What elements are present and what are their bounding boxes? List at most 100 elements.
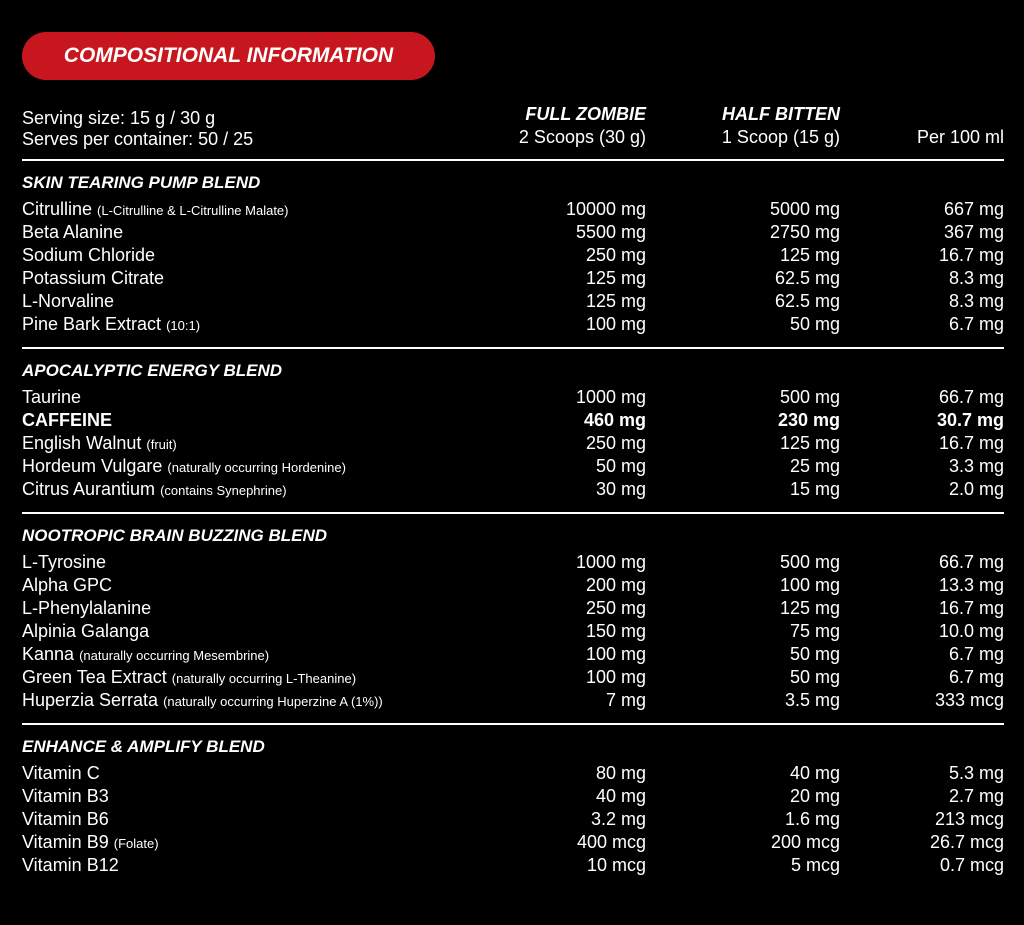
row-value: 230 mg bbox=[777, 410, 840, 430]
row-value: 125 mg bbox=[585, 268, 646, 288]
row-value: 8.3 mg bbox=[948, 268, 1004, 288]
row-value: 125 mg bbox=[779, 598, 840, 618]
row-value: 62.5 mg bbox=[774, 291, 840, 311]
row-value: 460 mg bbox=[583, 410, 646, 430]
row-value: 5000 mg bbox=[769, 199, 840, 219]
row-value: 25 mg bbox=[789, 456, 840, 476]
row-value: 62.5 mg bbox=[774, 268, 840, 288]
row-note: (naturally occurring Mesembrine) bbox=[79, 648, 270, 663]
row-value: 30.7 mg bbox=[936, 410, 1004, 430]
row-value: 3.3 mg bbox=[948, 456, 1004, 476]
column-title: HALF BITTEN bbox=[722, 104, 840, 124]
row-value: 50 mg bbox=[595, 456, 646, 476]
row-value: 6.7 mg bbox=[948, 314, 1004, 334]
row-name: Hordeum Vulgare (naturally occurring Hor… bbox=[22, 456, 346, 476]
row-value: 1000 mg bbox=[575, 387, 646, 407]
row-value: 75 mg bbox=[789, 621, 840, 641]
row-value: 5.3 mg bbox=[948, 763, 1004, 783]
row-value: 13.3 mg bbox=[938, 575, 1004, 595]
row-value: 400 mcg bbox=[576, 832, 646, 852]
separator bbox=[22, 512, 1004, 514]
row-note: (10:1) bbox=[166, 318, 201, 333]
column-sub: Per 100 ml bbox=[916, 127, 1004, 147]
row-name: L-Norvaline bbox=[22, 291, 115, 311]
row-value: 10000 mg bbox=[565, 199, 646, 219]
row-note: (L-Citrulline & L-Citrulline Malate) bbox=[97, 203, 289, 218]
row-value: 26.7 mcg bbox=[929, 832, 1004, 852]
row-value: 15 mg bbox=[789, 479, 840, 499]
section-title: SKIN TEARING PUMP BLEND bbox=[22, 173, 261, 192]
row-name: English Walnut (fruit) bbox=[22, 433, 177, 453]
row-value: 10 mcg bbox=[586, 855, 646, 875]
row-value: 200 mcg bbox=[770, 832, 840, 852]
column-title: FULL ZOMBIE bbox=[525, 104, 646, 124]
row-value: 100 mg bbox=[585, 667, 646, 687]
row-name: Citrus Aurantium (contains Synephrine) bbox=[22, 479, 287, 499]
row-value: 40 mg bbox=[595, 786, 646, 806]
column-sub: 2 Scoops (30 g) bbox=[518, 127, 646, 147]
row-value: 0.7 mcg bbox=[939, 855, 1004, 875]
row-value: 5500 mg bbox=[575, 222, 646, 242]
row-value: 16.7 mg bbox=[938, 433, 1004, 453]
row-note: (naturally occurring Hordenine) bbox=[167, 460, 346, 475]
row-name: Vitamin B12 bbox=[22, 855, 119, 875]
row-value: 100 mg bbox=[779, 575, 840, 595]
row-value: 50 mg bbox=[789, 667, 840, 687]
row-value: 2750 mg bbox=[769, 222, 840, 242]
row-value: 3.5 mg bbox=[784, 690, 840, 710]
row-value: 66.7 mg bbox=[938, 387, 1004, 407]
row-name: Pine Bark Extract (10:1) bbox=[22, 314, 201, 334]
row-value: 125 mg bbox=[779, 433, 840, 453]
row-value: 125 mg bbox=[585, 291, 646, 311]
section-title: ENHANCE & AMPLIFY BLEND bbox=[22, 737, 265, 756]
row-note: (contains Synephrine) bbox=[160, 483, 287, 498]
row-value: 100 mg bbox=[585, 314, 646, 334]
row-value: 40 mg bbox=[789, 763, 840, 783]
serving-info: Serves per container: 50 / 25 bbox=[22, 129, 254, 149]
row-name: Potassium Citrate bbox=[22, 268, 165, 288]
row-name: L-Tyrosine bbox=[22, 552, 107, 572]
separator bbox=[22, 159, 1004, 161]
row-name: Alpha GPC bbox=[22, 575, 113, 595]
row-note: (naturally occurring L-Theanine) bbox=[171, 671, 357, 686]
row-value: 250 mg bbox=[585, 245, 646, 265]
row-value: 1000 mg bbox=[575, 552, 646, 572]
row-value: 7 mg bbox=[605, 690, 646, 710]
row-value: 16.7 mg bbox=[938, 245, 1004, 265]
row-value: 500 mg bbox=[779, 552, 840, 572]
row-value: 6.7 mg bbox=[948, 644, 1004, 664]
row-value: 333 mcg bbox=[934, 690, 1004, 710]
row-value: 1.6 mg bbox=[784, 809, 840, 829]
row-note: (Folate) bbox=[113, 836, 159, 851]
row-value: 250 mg bbox=[585, 598, 646, 618]
row-name: Vitamin B6 bbox=[22, 809, 109, 829]
row-name: Huperzia Serrata (naturally occurring Hu… bbox=[22, 690, 383, 710]
row-value: 2.7 mg bbox=[948, 786, 1004, 806]
row-value: 667 mg bbox=[943, 199, 1004, 219]
row-name: Alpinia Galanga bbox=[22, 621, 150, 641]
row-name: L-Phenylalanine bbox=[22, 598, 152, 618]
row-value: 500 mg bbox=[779, 387, 840, 407]
row-value: 213 mcg bbox=[934, 809, 1004, 829]
serving-info: Serving size: 15 g / 30 g bbox=[22, 108, 216, 128]
row-value: 100 mg bbox=[585, 644, 646, 664]
section-title: NOOTROPIC BRAIN BUZZING BLEND bbox=[22, 526, 328, 545]
separator bbox=[22, 347, 1004, 349]
row-name: Beta Alanine bbox=[22, 222, 124, 242]
row-value: 16.7 mg bbox=[938, 598, 1004, 618]
row-note: (naturally occurring Huperzine A (1%)) bbox=[163, 694, 383, 709]
row-value: 10.0 mg bbox=[938, 621, 1004, 641]
row-value: 200 mg bbox=[585, 575, 646, 595]
row-name: Green Tea Extract (naturally occurring L… bbox=[22, 667, 357, 687]
row-value: 6.7 mg bbox=[948, 667, 1004, 687]
row-name: Kanna (naturally occurring Mesembrine) bbox=[22, 644, 270, 664]
row-value: 20 mg bbox=[789, 786, 840, 806]
row-note: (fruit) bbox=[146, 437, 177, 452]
row-value: 250 mg bbox=[585, 433, 646, 453]
row-value: 150 mg bbox=[585, 621, 646, 641]
row-value: 367 mg bbox=[943, 222, 1004, 242]
section-title: APOCALYPTIC ENERGY BLEND bbox=[22, 361, 283, 380]
row-value: 50 mg bbox=[789, 644, 840, 664]
row-value: 125 mg bbox=[779, 245, 840, 265]
